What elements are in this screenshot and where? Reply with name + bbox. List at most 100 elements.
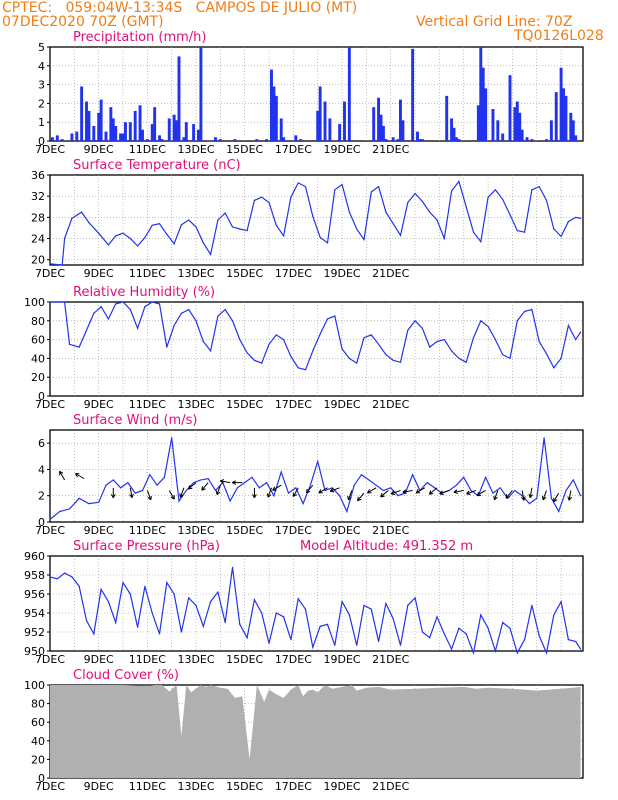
pressure-point (239, 623, 241, 626)
wind-arrow-head (201, 486, 206, 491)
pressure-point (553, 614, 555, 616)
precip-bar (167, 118, 171, 141)
x-tick-label: 7DEC (35, 524, 65, 537)
rh-point (151, 301, 153, 303)
rh-point (180, 312, 183, 314)
temp-point (429, 211, 431, 213)
wind-point (78, 497, 80, 499)
wind-arrow-head (439, 490, 444, 495)
temp-point (326, 242, 329, 244)
precip-bar (391, 137, 395, 141)
precip-bar (411, 48, 415, 141)
wind-arrow-head (505, 494, 510, 499)
pressure-point (188, 597, 190, 599)
pressure-point (137, 626, 139, 628)
temp-point (509, 214, 511, 216)
wind-point (171, 437, 173, 439)
wind-point (251, 476, 253, 478)
precip-bar (343, 101, 346, 141)
y-tick-label: 1 (38, 116, 45, 129)
rh-point (538, 340, 540, 343)
rh-point (129, 308, 131, 311)
precip-bar (175, 120, 179, 141)
temp-point (487, 196, 489, 198)
x-tick-label: 7DEC (35, 143, 65, 156)
wind-point (339, 495, 341, 497)
wind-series-line (49, 437, 582, 520)
wind-point (382, 489, 385, 492)
wind-title: Surface Wind (m/s) (73, 413, 197, 428)
x-tick-label: 15DEC (226, 780, 263, 793)
rh-point (377, 343, 380, 345)
precip-bar (379, 114, 383, 141)
temp-point (231, 226, 234, 228)
rh-point (385, 354, 387, 356)
x-tick-label: 9DEC (84, 267, 114, 280)
pressure-point (575, 640, 577, 643)
x-tick-label: 11DEC (129, 267, 166, 280)
pressure-title: Surface Pressure (hPa) (73, 539, 220, 554)
panel-pressure: 950 952 954 956 958 960 7DEC 9DEC 11DEC 13DEC 15DE… (24, 539, 584, 666)
temp-point (304, 186, 307, 188)
wind-arrow (390, 489, 401, 495)
precip-bar (199, 47, 203, 141)
rh-point (290, 355, 292, 358)
wind-arrow (306, 484, 314, 494)
x-tick-label: 13DEC (177, 267, 214, 280)
rh-point (158, 303, 161, 305)
precip-bar (233, 139, 237, 141)
temp-point (575, 216, 577, 218)
temp-point (144, 236, 146, 239)
precip-bar (123, 122, 127, 141)
rh-point (93, 312, 95, 314)
wind-point (273, 495, 275, 497)
x-tick-label: 13DEC (177, 653, 214, 666)
pressure-point (443, 633, 445, 635)
pressure-point (210, 601, 212, 603)
x-tick-label: 7DEC (35, 398, 65, 411)
precip-bar (177, 56, 181, 141)
precip-bar (70, 133, 74, 141)
wind-arrow (505, 490, 513, 499)
rh-point (231, 320, 234, 322)
wind-arrow-head (402, 489, 407, 494)
precip-bar (299, 139, 303, 141)
precip-bar (184, 122, 188, 141)
temp-point (319, 236, 321, 239)
x-tick-label: 17DEC (275, 524, 312, 537)
wind-point (397, 495, 399, 497)
wind-point (68, 508, 71, 510)
wind-arrow (521, 490, 525, 501)
pressure-point (502, 621, 504, 624)
wind-arrow (367, 487, 377, 494)
rh-point (144, 306, 146, 308)
wind-point (112, 479, 114, 481)
pressure-series-line (49, 567, 582, 656)
precip-bar (420, 139, 424, 141)
pressure-point (261, 612, 263, 614)
precip-bar (316, 110, 320, 141)
temp-point (341, 183, 343, 186)
precip-bar (182, 137, 186, 141)
rh-point (494, 339, 496, 341)
x-tick-label: 13DEC (177, 780, 214, 793)
temp-point (312, 215, 314, 217)
rh-frame (49, 301, 584, 397)
rh-point (560, 357, 562, 359)
wind-arrow (476, 490, 486, 496)
temp-point (290, 196, 292, 198)
y-tick-label: 2 (38, 490, 45, 503)
pressure-point (100, 588, 102, 590)
rh-point (436, 340, 438, 343)
y-tick-label: 956 (24, 588, 45, 601)
rh-point (188, 308, 190, 311)
x-tick-label: 13DEC (177, 524, 214, 537)
pressure-point (195, 604, 197, 607)
pressure-point (312, 646, 314, 648)
wind-point (550, 497, 552, 499)
temp-point (202, 242, 204, 244)
pressure-point (509, 627, 511, 629)
wind-arrow (179, 487, 185, 498)
y-tick-label: 2 (38, 97, 45, 110)
rh-point (545, 353, 548, 355)
